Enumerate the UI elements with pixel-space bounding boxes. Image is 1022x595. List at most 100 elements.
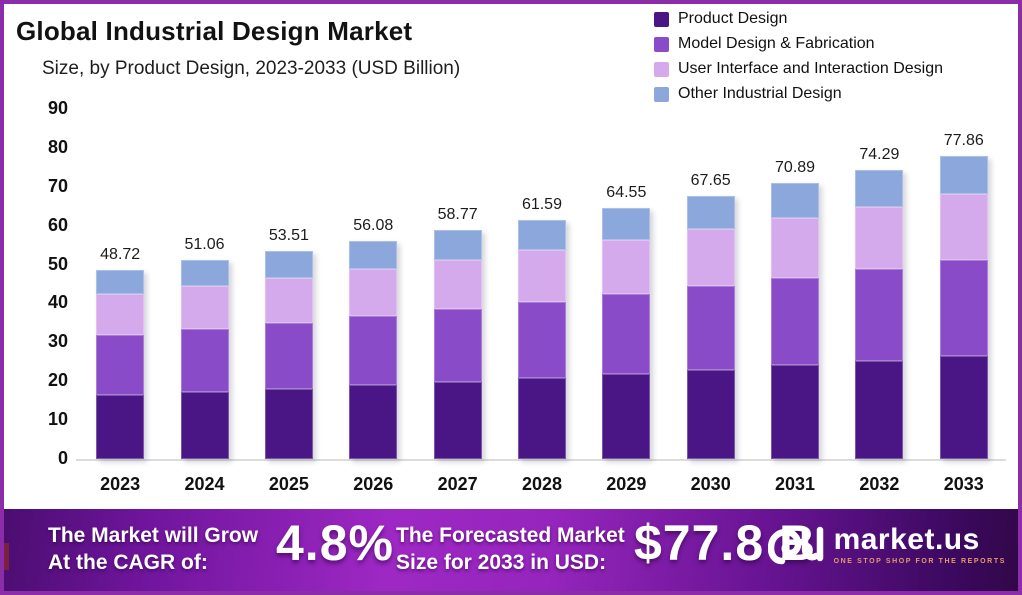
legend-label: Product Design bbox=[678, 10, 788, 27]
bar-segment bbox=[96, 294, 145, 335]
bar-segment bbox=[939, 355, 988, 459]
stacked-bar-2027 bbox=[433, 230, 482, 459]
y-tick-50: 50 bbox=[47, 253, 68, 274]
legend-label: Model Design & Fabrication bbox=[678, 35, 875, 52]
x-axis-line bbox=[76, 459, 1006, 461]
bar-segment bbox=[180, 328, 229, 393]
bar-segment bbox=[517, 219, 566, 250]
x-label-2023: 2023 bbox=[100, 474, 141, 494]
x-label-2026: 2026 bbox=[353, 474, 394, 494]
x-label-2033: 2033 bbox=[943, 474, 984, 494]
bar-segment bbox=[180, 285, 229, 329]
cagr-label: The Market will Grow At the CAGR of: bbox=[48, 524, 259, 574]
stacked-bar-2028 bbox=[517, 219, 566, 459]
bar-segment bbox=[517, 377, 566, 459]
legend-swatch-icon bbox=[654, 11, 669, 27]
x-label-2030: 2030 bbox=[690, 474, 731, 494]
stacked-bar-2025 bbox=[264, 250, 313, 459]
legend-swatch-icon bbox=[654, 61, 669, 77]
x-axis-labels: 2023 2024 2025 2026 2027 2028 2029 2030 2031 2032… bbox=[78, 474, 1006, 495]
bar-total-label-2027: 58.77 bbox=[437, 206, 478, 224]
marketus-brand: market.us ONE STOP SHOP FOR THE REPORTS bbox=[767, 523, 1006, 567]
bar-segment bbox=[180, 392, 229, 459]
x-label-2029: 2029 bbox=[606, 474, 647, 494]
stacked-bar-2024 bbox=[180, 260, 229, 459]
forecast-label: The Forecasted Market Size for 2033 in U… bbox=[396, 524, 625, 574]
bar-segment bbox=[264, 250, 313, 278]
bar-segment bbox=[686, 369, 735, 459]
bar-segment bbox=[771, 183, 820, 219]
bar-segment bbox=[602, 240, 651, 295]
bar-segment bbox=[771, 277, 820, 366]
bar-segment bbox=[686, 229, 735, 286]
bar-chart-area: 48.72 51.06 53.51 56.08 58.77 61.59 64.55 67.65… bbox=[78, 109, 1006, 459]
bar-segment bbox=[180, 260, 229, 286]
page-subtitle: Size, by Product Design, 2023-2033 (USD … bbox=[42, 58, 461, 79]
bar-group-2026: 56.08 bbox=[331, 109, 415, 459]
bar-group-2033: 77.86 bbox=[922, 109, 1006, 459]
bar-group-2028: 61.59 bbox=[500, 109, 584, 459]
bar-segment bbox=[96, 395, 145, 459]
brand-text: market.us ONE STOP SHOP FOR THE REPORTS bbox=[834, 525, 1006, 566]
bar-segment bbox=[602, 208, 651, 241]
y-tick-0: 0 bbox=[57, 448, 68, 468]
stacked-bar-2029 bbox=[602, 208, 651, 459]
banner-accent-strip bbox=[4, 543, 9, 570]
bar-group-2032: 74.29 bbox=[837, 109, 921, 459]
legend-label: User Interface and Interaction Design bbox=[678, 60, 944, 77]
x-label-2028: 2028 bbox=[521, 474, 562, 494]
bar-total-label-2033: 77.86 bbox=[943, 132, 984, 150]
bar-segment bbox=[433, 230, 482, 260]
bar-group-2031: 70.89 bbox=[753, 109, 837, 459]
y-tick-20: 20 bbox=[47, 370, 68, 391]
legend-swatch-icon bbox=[654, 86, 669, 102]
x-label-2031: 2031 bbox=[775, 474, 816, 494]
bar-segment bbox=[96, 334, 145, 396]
page-title: Global Industrial Design Market bbox=[16, 16, 413, 46]
bar-segment bbox=[855, 170, 904, 207]
bar-segment bbox=[939, 194, 988, 260]
legend-swatch-icon bbox=[654, 36, 669, 52]
forecast-value: $77.8 B bbox=[634, 515, 817, 571]
bar-segment bbox=[433, 308, 482, 382]
bar-total-label-2028: 61.59 bbox=[521, 195, 562, 213]
y-tick-70: 70 bbox=[47, 175, 68, 196]
bar-segment bbox=[349, 240, 398, 269]
stacked-bar-2030 bbox=[686, 195, 735, 459]
stacked-bar-2023 bbox=[96, 269, 145, 459]
bar-segment bbox=[264, 388, 313, 459]
bar-segment bbox=[855, 268, 904, 361]
y-tick-80: 80 bbox=[47, 136, 68, 157]
bar-segment bbox=[939, 156, 988, 195]
bar-group-2030: 67.65 bbox=[669, 109, 753, 459]
x-label-2024: 2024 bbox=[184, 474, 225, 494]
bar-segment bbox=[855, 360, 904, 459]
bar-segment bbox=[602, 294, 651, 374]
legend-label: Other Industrial Design bbox=[678, 85, 842, 102]
bar-segment bbox=[349, 268, 398, 316]
bar-segment bbox=[602, 373, 651, 459]
marketus-logo-icon bbox=[767, 526, 823, 565]
bar-segment bbox=[686, 195, 735, 230]
y-tick-40: 40 bbox=[47, 292, 68, 313]
legend-item-0: Product Design bbox=[654, 10, 943, 28]
bar-total-label-2023: 48.72 bbox=[100, 245, 141, 263]
bar-group-2023: 48.72 bbox=[78, 109, 162, 459]
bar-segment bbox=[264, 277, 313, 323]
bar-total-label-2024: 51.06 bbox=[184, 236, 225, 254]
bar-total-label-2025: 53.51 bbox=[268, 226, 309, 244]
bar-segment bbox=[686, 285, 735, 370]
bar-group-2025: 53.51 bbox=[247, 109, 331, 459]
chart-legend: Product Design Model Design & Fabrication… bbox=[654, 10, 943, 110]
bar-segment bbox=[349, 315, 398, 386]
bar-segment bbox=[855, 206, 904, 269]
bar-segment bbox=[433, 381, 482, 459]
x-label-2027: 2027 bbox=[437, 474, 478, 494]
bar-segment bbox=[771, 218, 820, 278]
bar-segment bbox=[433, 259, 482, 309]
bar-group-2027: 58.77 bbox=[416, 109, 500, 459]
y-tick-10: 10 bbox=[47, 409, 68, 430]
bar-segment bbox=[96, 269, 145, 295]
footer-banner: The Market will Grow At the CAGR of: 4.8… bbox=[4, 509, 1018, 591]
